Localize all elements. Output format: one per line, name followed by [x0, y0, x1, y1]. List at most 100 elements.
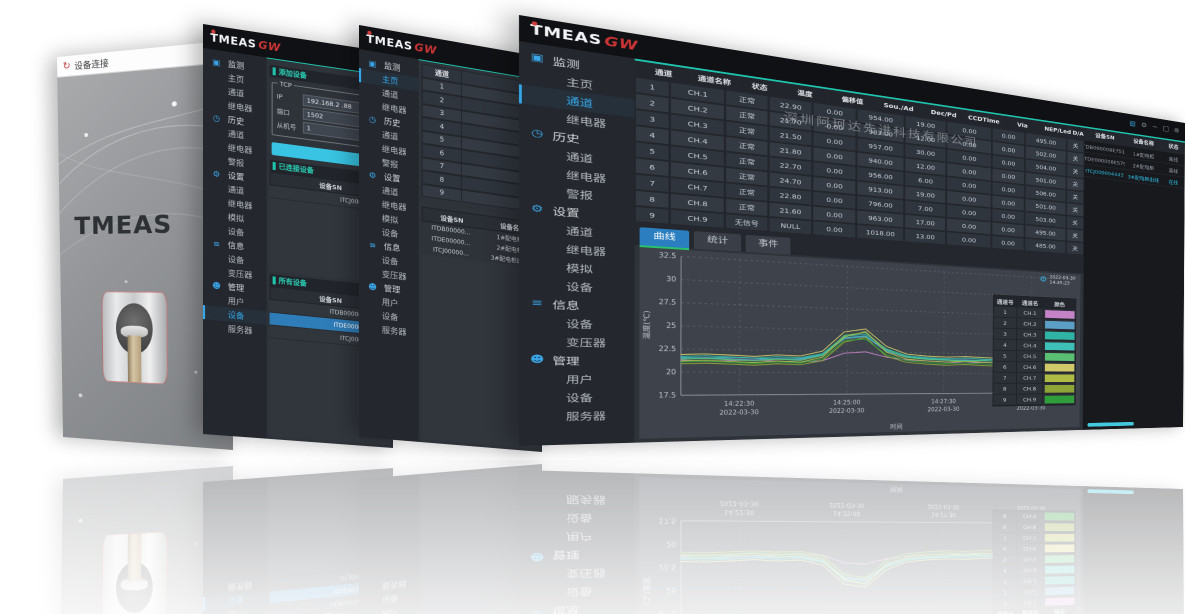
- sidebar: ▣ 监测 主页 通道 继电器: [519, 41, 635, 447]
- sidebar-item-label: 通道: [381, 88, 399, 100]
- sidebar-item-label: 设备: [566, 393, 593, 405]
- cell-da: 关: [1066, 241, 1084, 256]
- svg-text:14:27:30: 14:27:30: [931, 399, 956, 406]
- sidebar-item-label: 设备: [566, 319, 593, 332]
- legend-row[interactable]: 9 CH.9: [993, 394, 1075, 406]
- logo-dot: [531, 20, 538, 26]
- legend-col-color: 颜色: [1054, 300, 1065, 308]
- cell-status: 无信号: [724, 213, 769, 232]
- temperature-chart-panel: 32.5 30 27.5 25 22.5 20 17.5 14:22:30 2022-03-30…: [639, 247, 1081, 439]
- svg-text:2022-03-30: 2022-03-30: [719, 409, 759, 417]
- legend-channel-name: CH.6: [1016, 361, 1044, 373]
- legend-swatch-cell: [1043, 319, 1075, 330]
- sidebar-item-label: 服务器: [227, 323, 253, 336]
- cell-channel: 9: [634, 205, 670, 225]
- window-stack: ↻ 设备连接 TMEAS: [57, 15, 1185, 453]
- port-label: 端口: [276, 107, 290, 117]
- legend-channel-num: 2: [993, 317, 1018, 329]
- legend-channel-num: 6: [993, 361, 1018, 372]
- color-swatch: [1044, 320, 1075, 329]
- fiber-swirl-graphic: [57, 62, 233, 398]
- svg-text:27.5: 27.5: [659, 298, 677, 307]
- sidebar-item-label: 管理: [383, 283, 401, 295]
- sidebar-item[interactable]: 用户: [519, 369, 634, 388]
- cell-temperature: NULL: [768, 216, 813, 236]
- sidebar-item-label: 设置: [383, 172, 401, 184]
- legend-row[interactable]: 8 CH.8: [993, 383, 1076, 395]
- legend-row[interactable]: 7 CH.7: [993, 372, 1076, 384]
- sidebar-item-label: 信息: [383, 241, 401, 253]
- legend-row[interactable]: 5 CH.5: [993, 350, 1076, 363]
- legend-channel-name: CH.5: [1017, 350, 1044, 362]
- sidebar-item[interactable]: 设备: [519, 312, 634, 334]
- legend-swatch-cell: [1043, 394, 1075, 404]
- svg-text:2022-03-30: 2022-03-30: [829, 408, 865, 415]
- sidebar-item[interactable]: 变压器: [519, 331, 634, 352]
- view-tab[interactable]: 统计: [693, 231, 742, 252]
- window-channels: TMEAS GW ▤ ⚙ − □ ⊗ ▣: [519, 15, 1185, 447]
- color-swatch: [1044, 384, 1074, 393]
- legend-channel-name: CH.2: [1017, 318, 1044, 330]
- legend-channel-name: CH.3: [1017, 329, 1044, 340]
- sidebar-item-label: 主页: [566, 77, 594, 93]
- section-title: 添加设备: [278, 68, 307, 81]
- legend-swatch-cell: [1043, 351, 1075, 361]
- sidebar-item-label: 设备: [227, 254, 245, 265]
- sidebar-item-label: 历史: [552, 132, 580, 146]
- sidebar-item[interactable]: 服务器: [519, 406, 634, 426]
- section-accent-bar: [272, 67, 276, 76]
- chart-timestamp: ⚙ 2022-03-30 14:35:23: [1040, 274, 1076, 286]
- slave-id-label: 从机号: [276, 121, 297, 132]
- sidebar-item-label: 信息: [227, 240, 245, 252]
- svg-text:14:25:00: 14:25:00: [833, 399, 861, 406]
- sidebar-group-icon: ☻: [368, 281, 377, 292]
- sidebar-item-label: 变压器: [227, 268, 253, 280]
- legend-row[interactable]: 6 CH.6: [993, 361, 1076, 374]
- sidebar-group-icon: ▣: [530, 51, 544, 65]
- color-swatch: [1044, 341, 1075, 351]
- svg-text:温度(℃): 温度(℃): [641, 310, 652, 339]
- window-control-icon[interactable]: □: [1162, 124, 1169, 133]
- sidebar-item[interactable]: ☻ 管理: [519, 350, 634, 370]
- view-tab[interactable]: 事件: [745, 234, 791, 255]
- svg-text:2022-03-30: 2022-03-30: [928, 406, 960, 413]
- device-side-panel: 设备SN 设备名称 状态 ITDB000008E7515 1#配电柜 离线: [1082, 126, 1185, 430]
- view-tab[interactable]: 曲线: [639, 227, 690, 249]
- cell-offset: 0.00: [812, 220, 857, 239]
- horizontal-scrollbar[interactable]: [1087, 421, 1134, 427]
- window-control-icon[interactable]: ⚙: [1140, 121, 1148, 130]
- window-control-icon[interactable]: ⊗: [1173, 126, 1180, 135]
- legend-channel-num: 1: [993, 306, 1018, 318]
- cell-via: 0.00: [991, 235, 1025, 252]
- window-home: TMEAS GW ▣ 监测 主页: [359, 25, 543, 453]
- sidebar-group-icon: ☻: [529, 354, 545, 366]
- sidebar-item-label: 通道: [227, 128, 245, 140]
- sidebar-item-label: 设备: [227, 309, 245, 321]
- color-swatch: [1044, 352, 1075, 361]
- sidebar-item-label: 继电器: [227, 198, 253, 211]
- sidebar-item[interactable]: 设备: [519, 388, 634, 407]
- tcp-legend: TCP: [277, 79, 294, 90]
- sidebar-item-label: 服务器: [566, 411, 606, 424]
- sidebar-item-label: 用户: [566, 375, 593, 387]
- sidebar-item-label: 警报: [566, 189, 593, 203]
- sidebar-item-label: 监测: [552, 57, 580, 72]
- timestamp-time: 14:35:23: [1049, 280, 1070, 286]
- sidebar-item-label: 设备: [566, 282, 593, 295]
- sidebar-group-icon: ≡: [531, 297, 544, 310]
- legend-col-name: 通道名: [1017, 296, 1044, 308]
- window-control-icon[interactable]: ▤: [1129, 119, 1136, 128]
- sidebar-group-icon: ☻: [212, 280, 221, 291]
- legend-swatch-cell: [1043, 384, 1075, 394]
- window-control-icon[interactable]: −: [1152, 123, 1158, 132]
- connect-splash: TMEAS: [57, 62, 234, 451]
- svg-text:时间: 时间: [890, 422, 903, 431]
- svg-text:22.5: 22.5: [659, 345, 677, 354]
- sidebar-group-icon: ≡: [369, 239, 376, 250]
- legend-swatch-cell: [1043, 330, 1075, 341]
- gear-icon[interactable]: ⚙: [1039, 275, 1048, 285]
- sidebar-item-label: 继电器: [566, 170, 607, 186]
- legend-channel-num: 7: [993, 372, 1017, 383]
- color-swatch: [1044, 374, 1074, 382]
